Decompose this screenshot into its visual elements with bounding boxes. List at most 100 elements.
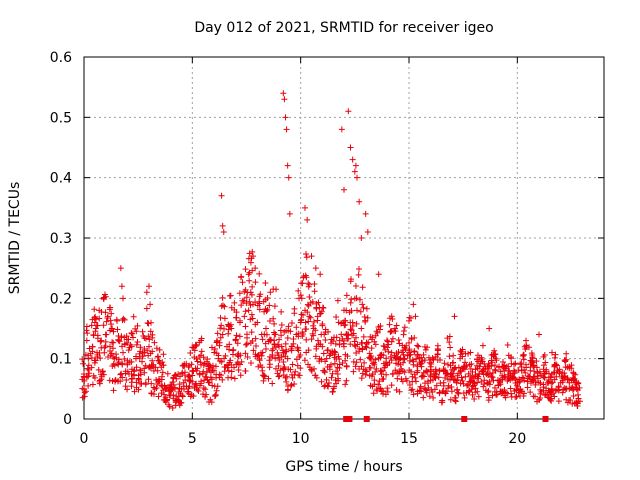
data-point	[121, 356, 128, 363]
data-point	[549, 349, 555, 356]
data-point	[137, 371, 144, 378]
data-point	[555, 398, 562, 405]
data-point	[368, 355, 375, 362]
data-point	[465, 389, 472, 396]
data-point	[150, 384, 157, 391]
data-point	[375, 271, 382, 278]
data-point	[541, 374, 548, 381]
data-point	[373, 365, 380, 372]
data-point	[338, 126, 345, 133]
data-point	[130, 334, 137, 341]
x-axis-ticks: 0 5 10 15 20	[80, 57, 526, 447]
data-point	[421, 357, 428, 364]
data-point	[458, 374, 465, 381]
data-point	[455, 364, 462, 371]
y-tick-label: 0	[63, 412, 72, 428]
data-point	[426, 359, 433, 366]
data-point	[285, 174, 292, 181]
data-point	[157, 360, 164, 367]
data-point	[219, 222, 226, 229]
data-point	[154, 381, 161, 388]
data-point	[275, 373, 282, 380]
data-point	[461, 394, 468, 401]
data-point	[350, 330, 357, 337]
data-point	[188, 361, 195, 368]
data-point	[447, 396, 454, 403]
data-point	[485, 387, 492, 394]
data-point	[310, 322, 317, 329]
data-point	[83, 327, 90, 334]
data-point	[208, 344, 215, 351]
data-point	[219, 331, 226, 338]
data-point	[331, 383, 338, 390]
data-point	[312, 353, 319, 360]
data-point	[446, 353, 453, 360]
data-point	[81, 389, 88, 396]
data-point	[427, 372, 434, 379]
data-point	[265, 375, 272, 382]
x-tick-label: 0	[80, 431, 89, 447]
data-point	[317, 310, 324, 317]
data-point	[451, 394, 458, 401]
data-point	[103, 318, 110, 325]
data-point	[110, 353, 117, 360]
data-point	[497, 368, 504, 375]
data-point	[491, 347, 498, 354]
data-point	[406, 367, 413, 374]
data-point	[303, 254, 310, 261]
data-point	[526, 344, 533, 351]
data-point	[249, 283, 256, 290]
data-point	[474, 365, 481, 372]
data-point	[354, 307, 360, 314]
data-point	[175, 389, 182, 396]
gap-marker	[363, 416, 370, 422]
data-point	[574, 387, 581, 394]
data-point	[256, 306, 263, 313]
data-point	[311, 288, 318, 295]
data-point	[530, 373, 537, 380]
data-point	[364, 228, 371, 235]
data-point	[320, 304, 327, 311]
data-point	[344, 353, 351, 360]
data-point	[146, 336, 153, 343]
data-point	[270, 315, 277, 322]
data-point	[242, 367, 249, 374]
data-point	[187, 377, 194, 384]
data-point	[396, 388, 403, 395]
data-point	[149, 357, 156, 364]
data-point	[198, 348, 205, 355]
data-point	[283, 348, 290, 355]
x-tick-label: 15	[400, 431, 418, 447]
data-point	[372, 341, 379, 348]
data-point	[260, 377, 267, 384]
data-point	[551, 376, 558, 383]
data-point	[247, 259, 254, 266]
data-point	[142, 380, 149, 387]
data-point	[409, 386, 416, 393]
data-point	[446, 339, 453, 346]
data-point	[481, 380, 488, 387]
data-point	[388, 357, 395, 364]
data-point	[179, 369, 186, 376]
data-point	[228, 368, 235, 375]
data-point	[109, 378, 116, 385]
data-point	[301, 357, 308, 364]
data-point	[369, 383, 376, 390]
data-point	[352, 282, 359, 289]
data-point	[468, 360, 475, 367]
data-point	[308, 367, 315, 374]
data-point	[357, 308, 364, 315]
data-point	[88, 354, 95, 361]
data-point	[401, 369, 408, 376]
data-point	[348, 327, 355, 334]
data-point	[287, 382, 294, 389]
data-point	[376, 385, 383, 392]
data-point	[117, 265, 124, 272]
data-point	[262, 279, 269, 286]
data-point	[257, 350, 264, 357]
data-point	[317, 271, 324, 278]
data-point	[475, 393, 482, 400]
data-point	[351, 168, 358, 175]
data-point	[88, 322, 95, 329]
data-point	[400, 347, 407, 354]
